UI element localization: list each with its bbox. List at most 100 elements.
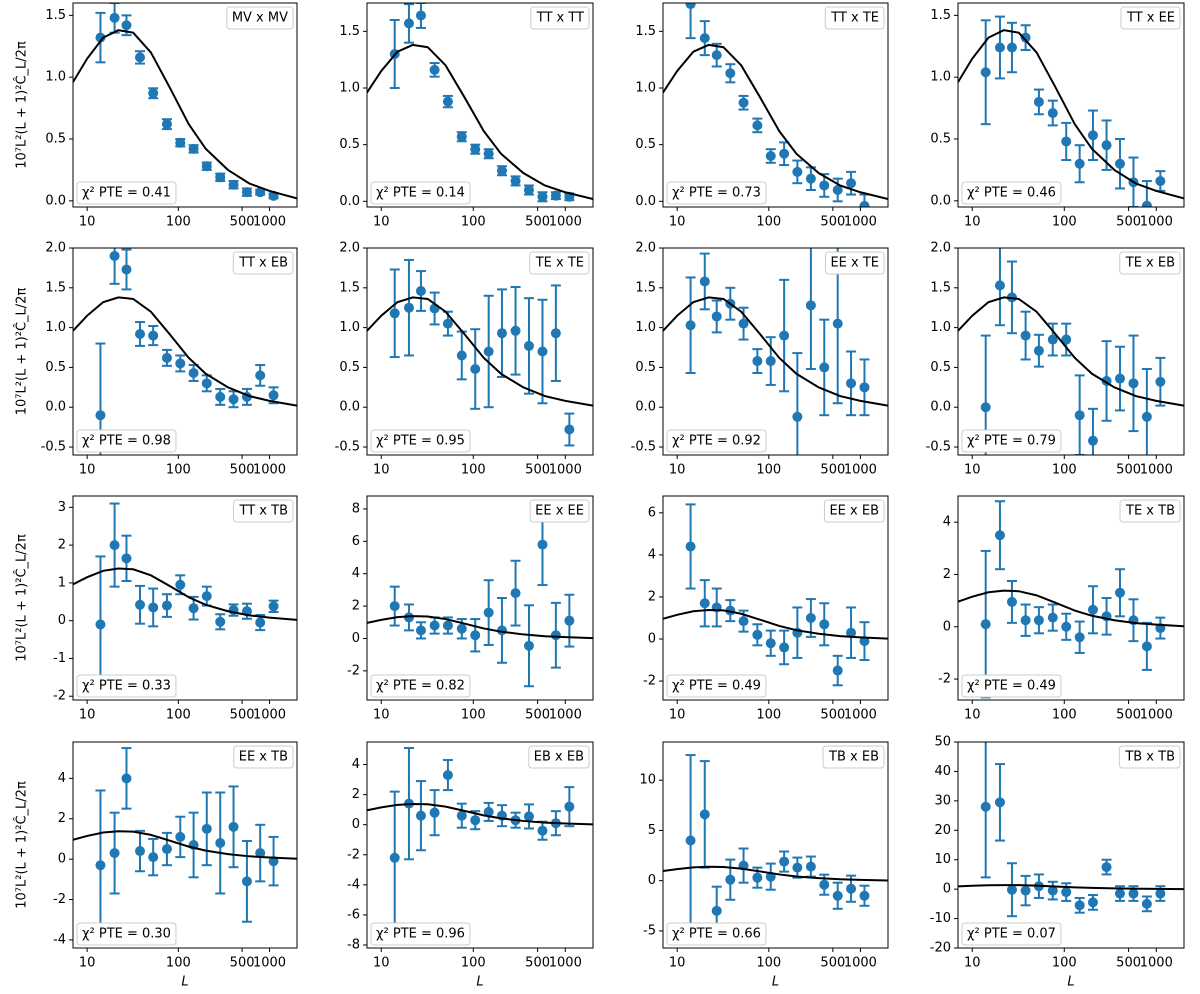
plot-area bbox=[367, 503, 593, 688]
label-box bbox=[1118, 745, 1181, 769]
y-axis-label: 10⁷L²(L + 1)²Ĉ_L/2π bbox=[14, 288, 30, 416]
x-tick-label: 10 bbox=[964, 463, 981, 478]
y-tick-label: 0 bbox=[352, 817, 360, 832]
data-point bbox=[1155, 176, 1166, 187]
data-point bbox=[805, 861, 816, 872]
data-point bbox=[1101, 862, 1112, 873]
x-tick-label: 1000 bbox=[844, 215, 877, 230]
annotation-box bbox=[370, 674, 471, 698]
annotation-box bbox=[961, 429, 1062, 453]
data-point bbox=[215, 837, 226, 848]
y-tick-label: -4 bbox=[347, 877, 360, 892]
axes-frame bbox=[662, 741, 889, 949]
annotation: χ² PTE = 0.30 bbox=[82, 927, 171, 942]
data-point bbox=[483, 346, 494, 357]
label-box bbox=[1120, 6, 1181, 30]
y-tick-label: 0 bbox=[943, 619, 951, 634]
data-point bbox=[779, 148, 790, 159]
data-point bbox=[1101, 140, 1112, 151]
x-tick-label: 100 bbox=[166, 215, 191, 230]
y-tick-label: -2 bbox=[347, 663, 360, 678]
annotation: χ² PTE = 0.49 bbox=[672, 679, 761, 694]
x-tick-label: 500 bbox=[230, 463, 255, 478]
data-point bbox=[429, 620, 440, 631]
label-box bbox=[232, 251, 294, 275]
y-tick-label: 50 bbox=[934, 735, 951, 750]
data-point bbox=[429, 64, 440, 75]
data-point bbox=[819, 619, 830, 630]
y-tick-label: 40 bbox=[934, 764, 951, 779]
label-box bbox=[226, 6, 294, 30]
panel-label: EE x TB bbox=[239, 750, 288, 765]
x-tick-label: 500 bbox=[230, 708, 255, 723]
data-point bbox=[537, 191, 548, 202]
data-point bbox=[255, 370, 266, 381]
x-tick-label: 500 bbox=[820, 956, 845, 971]
data-point bbox=[215, 616, 226, 627]
panel-label: EE x EB bbox=[829, 504, 879, 519]
annotation: χ² PTE = 0.95 bbox=[376, 434, 465, 449]
y-tick-label: 1.0 bbox=[339, 81, 360, 96]
x-tick-label: 100 bbox=[756, 956, 781, 971]
y-tick-label: -0.5 bbox=[631, 440, 656, 455]
label-box bbox=[530, 6, 590, 30]
x-tick-label: 1000 bbox=[844, 463, 877, 478]
data-point bbox=[792, 411, 803, 422]
y-tick-label: 1.5 bbox=[339, 24, 360, 39]
data-point bbox=[1141, 898, 1152, 909]
data-point bbox=[161, 844, 172, 855]
data-point bbox=[442, 318, 453, 329]
x-tick-label: 500 bbox=[525, 463, 550, 478]
data-point bbox=[255, 187, 266, 198]
data-point bbox=[752, 872, 763, 883]
annotation-box bbox=[76, 922, 177, 946]
y-tick-label: 0 bbox=[58, 613, 66, 628]
y-tick-label: -2 bbox=[53, 689, 66, 704]
data-point bbox=[135, 52, 146, 63]
x-tick-label: 100 bbox=[461, 215, 486, 230]
data-point bbox=[994, 280, 1005, 291]
y-tick-label: 0.5 bbox=[930, 360, 951, 375]
data-point bbox=[510, 175, 521, 186]
y-tick-label: -10 bbox=[930, 911, 951, 926]
x-tick-label: 100 bbox=[756, 708, 781, 723]
data-point bbox=[148, 88, 159, 99]
data-point bbox=[135, 328, 146, 339]
annotation-box bbox=[666, 922, 767, 946]
annotation: χ² PTE = 0.41 bbox=[82, 186, 171, 201]
y-tick-label: 1.0 bbox=[635, 320, 656, 335]
x-tick-label: 10 bbox=[373, 463, 390, 478]
x-tick-label: 500 bbox=[525, 708, 550, 723]
data-point bbox=[738, 616, 749, 627]
x-tick-label: 100 bbox=[166, 463, 191, 478]
x-axis-label: L bbox=[772, 975, 779, 990]
x-tick-label: 10 bbox=[79, 956, 96, 971]
y-tick-label: 0.0 bbox=[339, 194, 360, 209]
axes-frame bbox=[366, 2, 594, 208]
y-tick-label: 20 bbox=[934, 823, 951, 838]
y-tick-label: 1.5 bbox=[930, 280, 951, 295]
y-tick-label: 0.0 bbox=[45, 193, 66, 208]
data-point bbox=[1047, 334, 1058, 345]
panel-label: TT x TT bbox=[536, 11, 584, 26]
data-point bbox=[403, 302, 414, 313]
data-point bbox=[1047, 108, 1058, 119]
annotation-box bbox=[370, 181, 471, 205]
theory-curve bbox=[663, 43, 888, 201]
y-tick-label: 2.0 bbox=[45, 241, 66, 256]
label-box bbox=[529, 499, 590, 523]
y-axis-label: 10⁷L²(L + 1)²Ĉ_L/2π bbox=[14, 41, 30, 169]
data-point bbox=[109, 250, 120, 261]
data-point bbox=[994, 42, 1005, 53]
y-tick-label: 30 bbox=[934, 793, 951, 808]
y-axis-label: 10⁷L²(L + 1)²Ĉ_L/2π bbox=[14, 781, 30, 909]
data-point bbox=[832, 318, 843, 329]
y-tick-label: 1.5 bbox=[635, 280, 656, 295]
data-point bbox=[175, 831, 186, 842]
panel-label: TB x EB bbox=[828, 750, 879, 765]
x-tick-label: 100 bbox=[1052, 215, 1077, 230]
x-tick-label: 1000 bbox=[549, 215, 582, 230]
x-tick-label: 100 bbox=[1052, 463, 1077, 478]
data-point bbox=[846, 627, 857, 638]
